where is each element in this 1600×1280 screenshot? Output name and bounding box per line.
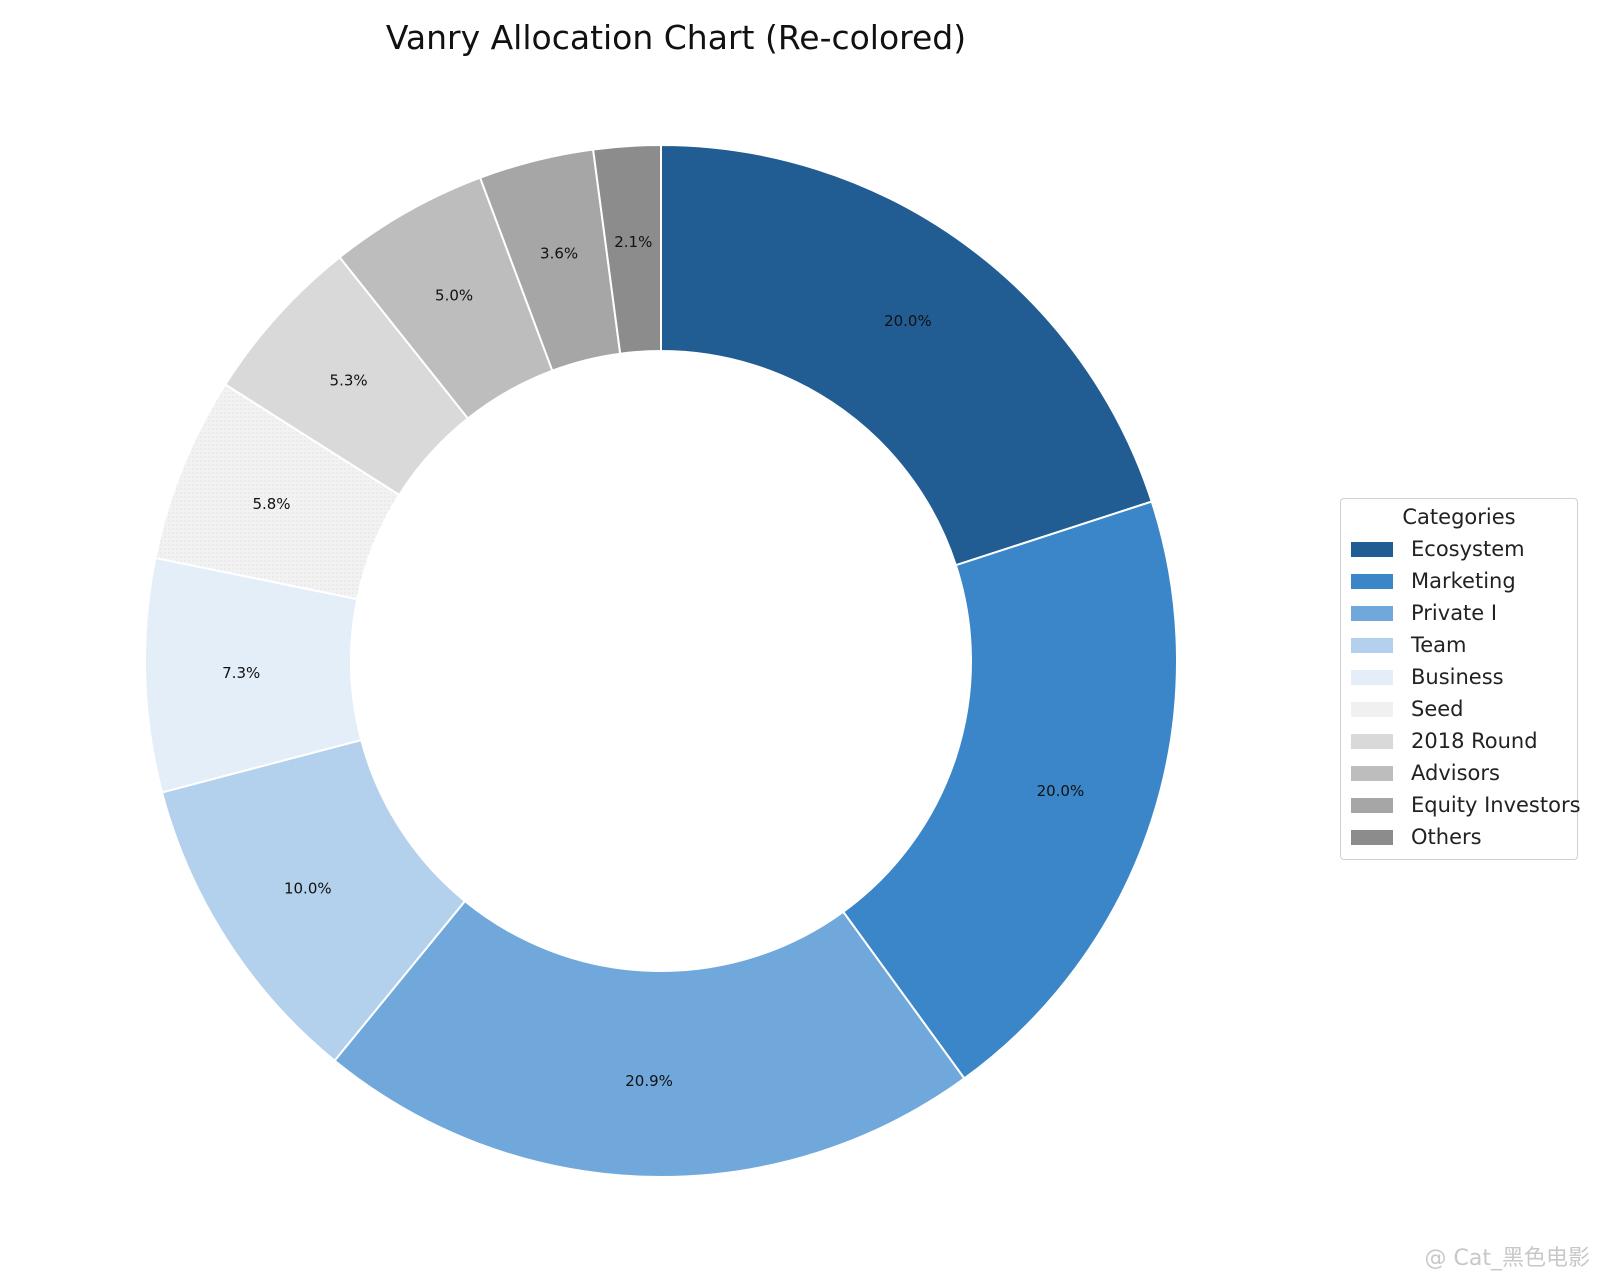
legend-label-marketing: Marketing xyxy=(1411,569,1516,593)
legend-label-ecosystem: Ecosystem xyxy=(1411,537,1525,561)
legend-swatch-ecosystem xyxy=(1351,541,1393,557)
legend-label-team: Team xyxy=(1411,633,1467,657)
slice-others xyxy=(591,143,662,355)
legend-item-private-i: Private I xyxy=(1351,597,1567,629)
legend-item-others: Others xyxy=(1351,821,1567,853)
legend: Categories Ecosystem Marketing Private I Te… xyxy=(1340,498,1581,860)
legend-items: Ecosystem Marketing Private I Team Business S… xyxy=(1351,533,1581,853)
legend-swatch-2018-round xyxy=(1351,733,1393,749)
legend-item-team: Team xyxy=(1351,629,1567,661)
slice-ecosystem xyxy=(660,143,1154,567)
slice-labels: 20.0% 20.0% 20.9% 10.0% 7.3% 5.8% 5.3% 5.0% 3.6%… xyxy=(222,233,1084,1090)
legend-item-advisors: Advisors xyxy=(1351,757,1567,789)
legend-swatch-team xyxy=(1351,637,1393,653)
chart-title: Vanry Allocation Chart (Re-colored) xyxy=(385,18,967,57)
legend-swatch-private-i xyxy=(1351,605,1393,621)
legend-title: Categories xyxy=(1402,505,1516,529)
legend-label-business: Business xyxy=(1411,665,1504,689)
legend-label-seed: Seed xyxy=(1411,697,1464,721)
legend-label-advisors: Advisors xyxy=(1411,761,1500,785)
watermark: @ Cat_黑色电影 xyxy=(1424,1246,1590,1271)
legend-label-others: Others xyxy=(1411,825,1482,849)
slice-label-equity-investors: 3.6% xyxy=(540,245,578,263)
slice-label-ecosystem: 20.0% xyxy=(884,312,932,330)
legend-label-equity-investors: Equity Investors xyxy=(1411,793,1581,817)
legend-item-equity-investors: Equity Investors xyxy=(1351,789,1581,821)
legend-swatch-seed xyxy=(1351,701,1393,717)
legend-swatch-advisors xyxy=(1351,765,1393,781)
slice-marketing xyxy=(841,500,1178,1080)
slice-label-business: 7.3% xyxy=(222,664,260,682)
slice-label-others: 2.1% xyxy=(614,233,652,251)
legend-swatch-business xyxy=(1351,669,1393,685)
legend-label-2018-round: 2018 Round xyxy=(1411,729,1538,753)
legend-item-ecosystem: Ecosystem xyxy=(1351,533,1567,565)
legend-item-marketing: Marketing xyxy=(1351,565,1567,597)
donut-slices xyxy=(144,143,1178,1178)
slice-label-2018-round: 5.3% xyxy=(330,371,368,389)
slice-label-advisors: 5.0% xyxy=(435,287,473,305)
slice-label-private-i: 20.9% xyxy=(625,1072,673,1090)
slice-label-marketing: 20.0% xyxy=(1037,782,1085,800)
slice-label-team: 10.0% xyxy=(284,879,332,897)
slice-private-i xyxy=(333,899,966,1178)
legend-swatch-marketing xyxy=(1351,573,1393,589)
legend-item-seed: Seed xyxy=(1351,693,1567,725)
legend-item-business: Business xyxy=(1351,661,1567,693)
legend-label-private-i: Private I xyxy=(1411,601,1498,625)
legend-swatch-equity-investors xyxy=(1351,797,1393,813)
legend-item-2018-round: 2018 Round xyxy=(1351,725,1567,757)
legend-swatch-others xyxy=(1351,829,1393,845)
slice-label-seed: 5.8% xyxy=(252,495,290,513)
